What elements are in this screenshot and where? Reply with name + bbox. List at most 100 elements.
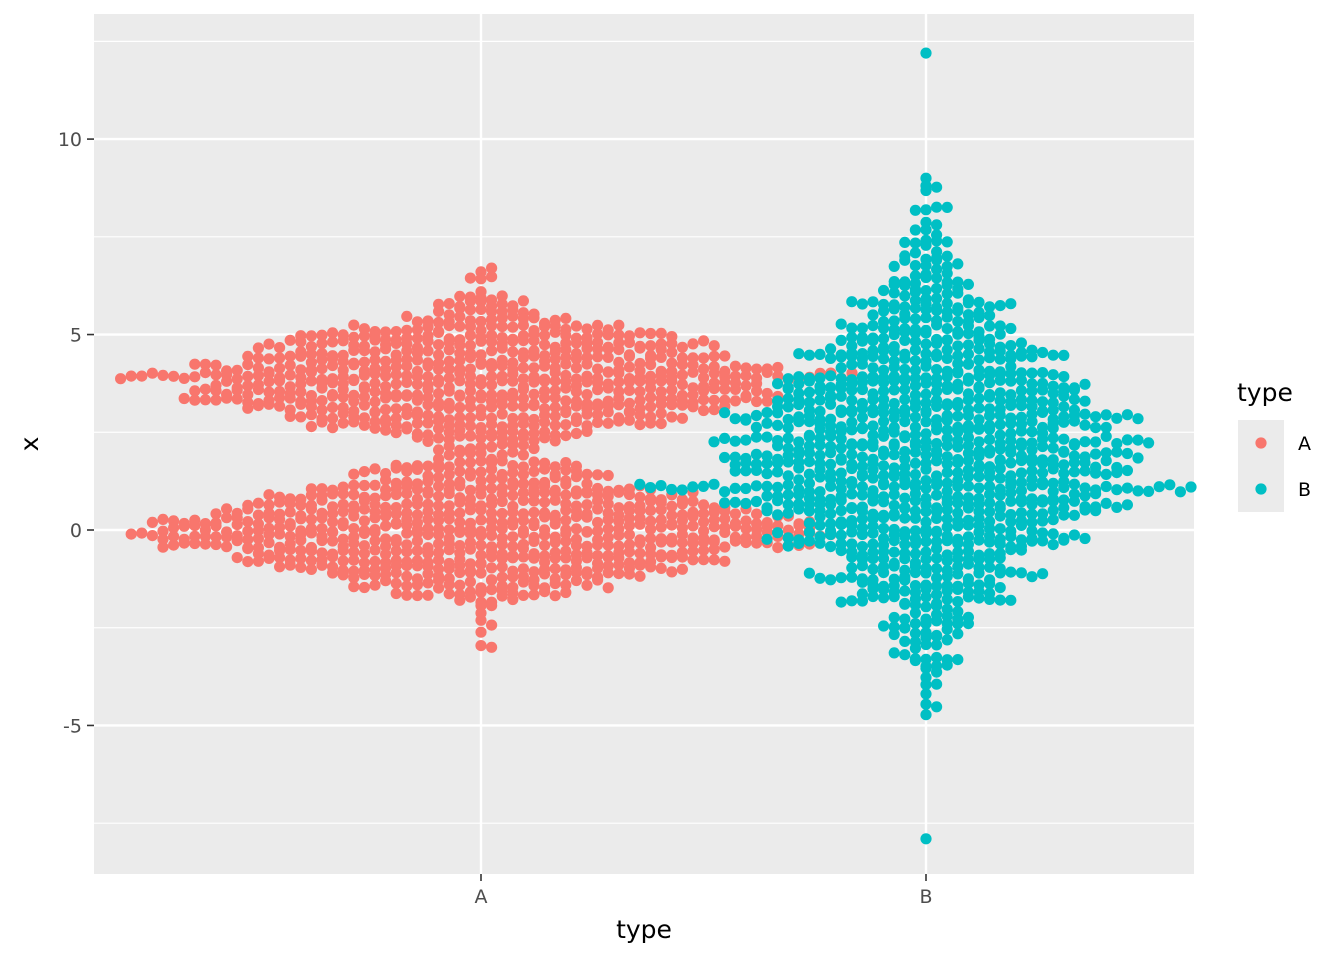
- point-b: [1132, 485, 1144, 497]
- point-b: [952, 305, 964, 317]
- point-b: [1058, 390, 1070, 402]
- point-a: [655, 551, 667, 563]
- point-b: [909, 538, 922, 550]
- point-a: [168, 522, 180, 534]
- point-a: [263, 353, 275, 365]
- point-b: [846, 488, 858, 500]
- point-a: [570, 574, 583, 587]
- point-a: [475, 567, 487, 579]
- point-a: [189, 520, 201, 532]
- point-a: [496, 438, 508, 450]
- point-a: [560, 478, 572, 490]
- point-a: [613, 415, 625, 427]
- point-a: [602, 343, 614, 355]
- point-a: [486, 529, 498, 542]
- point-a: [560, 527, 572, 540]
- point-a: [401, 465, 413, 477]
- point-b: [1015, 425, 1027, 437]
- point-a: [401, 580, 413, 592]
- point-b: [984, 410, 996, 422]
- point-a: [549, 410, 561, 422]
- point-b: [772, 419, 784, 431]
- point-a: [751, 508, 763, 520]
- point-b: [899, 574, 911, 586]
- point-a: [486, 562, 498, 574]
- point-a: [295, 552, 307, 565]
- point-a: [676, 537, 689, 549]
- point-a: [380, 370, 392, 382]
- point-a: [411, 394, 423, 406]
- point-a: [592, 409, 604, 421]
- point-a: [698, 554, 710, 566]
- point-a: [443, 298, 455, 310]
- point-b: [878, 385, 890, 397]
- point-b: [1015, 467, 1027, 479]
- point-b: [782, 393, 794, 405]
- point-b: [867, 420, 879, 432]
- point-b: [899, 383, 911, 395]
- point-a: [613, 356, 625, 368]
- point-b: [920, 397, 932, 409]
- point-b: [1068, 415, 1080, 427]
- point-a: [316, 382, 328, 394]
- point-b: [888, 346, 900, 358]
- point-a: [740, 537, 752, 549]
- point-a: [464, 456, 476, 468]
- point-a: [380, 404, 392, 416]
- point-a: [517, 431, 530, 443]
- point-b: [1058, 494, 1070, 506]
- point-a: [242, 380, 254, 392]
- point-a: [517, 352, 530, 364]
- point-b: [1079, 532, 1091, 545]
- point-b: [761, 533, 773, 545]
- point-a: [486, 482, 498, 495]
- point-a: [507, 552, 519, 564]
- legend-dot-b: [1255, 483, 1267, 495]
- point-a: [178, 520, 190, 532]
- point-a: [263, 375, 275, 388]
- point-a: [221, 531, 233, 543]
- point-a: [189, 385, 201, 397]
- point-b: [973, 436, 985, 448]
- point-a: [507, 519, 519, 531]
- point-b: [994, 409, 1006, 421]
- point-b: [1037, 457, 1049, 469]
- point-a: [666, 399, 678, 411]
- point-b: [782, 499, 794, 511]
- point-b: [867, 334, 879, 347]
- point-a: [337, 569, 349, 581]
- point-a: [443, 385, 455, 397]
- point-a: [623, 361, 636, 373]
- point-b: [803, 477, 816, 489]
- point-a: [486, 379, 498, 391]
- point-a: [528, 495, 540, 507]
- point-a: [581, 342, 593, 355]
- point-a: [411, 324, 423, 336]
- point-a: [358, 581, 370, 594]
- point-a: [623, 414, 636, 426]
- point-a: [221, 512, 233, 524]
- point-b: [962, 339, 975, 351]
- point-b: [962, 455, 975, 467]
- point-b: [920, 428, 932, 440]
- point-b: [1079, 465, 1091, 477]
- point-a: [676, 563, 689, 575]
- point-b: [909, 327, 922, 339]
- point-b: [856, 383, 869, 396]
- point-b: [878, 620, 890, 632]
- point-a: [528, 376, 540, 388]
- point-a: [517, 551, 530, 563]
- point-b: [931, 292, 943, 304]
- point-a: [252, 370, 264, 382]
- point-a: [274, 528, 286, 540]
- point-a: [231, 384, 243, 396]
- point-a: [602, 551, 614, 563]
- point-a: [539, 416, 551, 428]
- point-b: [856, 513, 869, 525]
- point-b: [782, 432, 794, 444]
- point-a: [666, 551, 678, 564]
- point-a: [581, 468, 593, 480]
- point-a: [676, 498, 689, 510]
- point-b: [888, 535, 900, 547]
- point-a: [316, 404, 328, 416]
